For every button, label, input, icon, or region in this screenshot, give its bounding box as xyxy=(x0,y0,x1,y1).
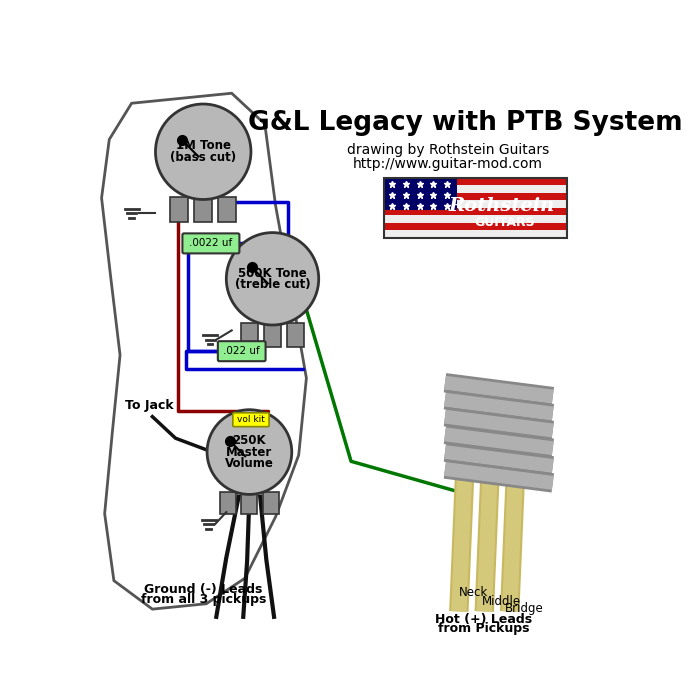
Text: 250K: 250K xyxy=(232,434,266,447)
Text: .0022 uf: .0022 uf xyxy=(189,239,232,248)
Bar xyxy=(218,197,236,222)
Circle shape xyxy=(155,104,251,200)
Text: from Pickups: from Pickups xyxy=(438,622,529,635)
Bar xyxy=(384,178,457,210)
Text: Neck: Neck xyxy=(459,586,488,599)
Circle shape xyxy=(207,410,292,494)
Text: from all 3 pickups: from all 3 pickups xyxy=(141,593,266,606)
Bar xyxy=(220,492,237,514)
Text: vol kit: vol kit xyxy=(237,415,265,424)
Text: Rothstein: Rothstein xyxy=(449,197,555,215)
Text: GUITARS: GUITARS xyxy=(475,216,536,229)
Text: drawing by Rothstein Guitars: drawing by Rothstein Guitars xyxy=(347,144,550,158)
Bar xyxy=(384,230,568,238)
Text: 1M Tone: 1M Tone xyxy=(176,139,231,153)
Bar xyxy=(262,492,279,514)
Text: Middle: Middle xyxy=(482,594,521,608)
Bar xyxy=(264,323,281,346)
FancyBboxPatch shape xyxy=(233,413,269,427)
Text: .022 uf: .022 uf xyxy=(223,346,260,356)
Bar xyxy=(384,178,568,186)
Bar xyxy=(384,178,568,238)
Text: 500K Tone: 500K Tone xyxy=(238,267,307,279)
Bar xyxy=(194,197,212,222)
Bar xyxy=(384,200,568,208)
Bar xyxy=(384,208,568,216)
Text: Hot (+) Leads: Hot (+) Leads xyxy=(435,613,532,626)
Text: To Jack: To Jack xyxy=(125,400,174,412)
Text: (treble cut): (treble cut) xyxy=(234,278,310,291)
Text: Volume: Volume xyxy=(225,457,274,470)
Bar xyxy=(384,223,568,230)
Bar xyxy=(384,216,568,223)
Text: (bass cut): (bass cut) xyxy=(170,151,237,164)
Text: Master: Master xyxy=(226,446,272,459)
FancyBboxPatch shape xyxy=(183,233,239,253)
Bar xyxy=(241,492,258,514)
Text: G&L Legacy with PTB System: G&L Legacy with PTB System xyxy=(248,109,682,136)
Bar xyxy=(241,323,258,346)
Bar xyxy=(170,197,188,222)
Bar xyxy=(287,323,304,346)
Circle shape xyxy=(226,232,318,325)
Bar xyxy=(384,193,568,200)
Text: http://www.guitar-mod.com: http://www.guitar-mod.com xyxy=(353,157,543,171)
FancyBboxPatch shape xyxy=(218,341,265,361)
Text: Bridge: Bridge xyxy=(505,602,544,615)
Bar xyxy=(384,186,568,193)
Text: Ground (-) Leads: Ground (-) Leads xyxy=(144,583,262,596)
